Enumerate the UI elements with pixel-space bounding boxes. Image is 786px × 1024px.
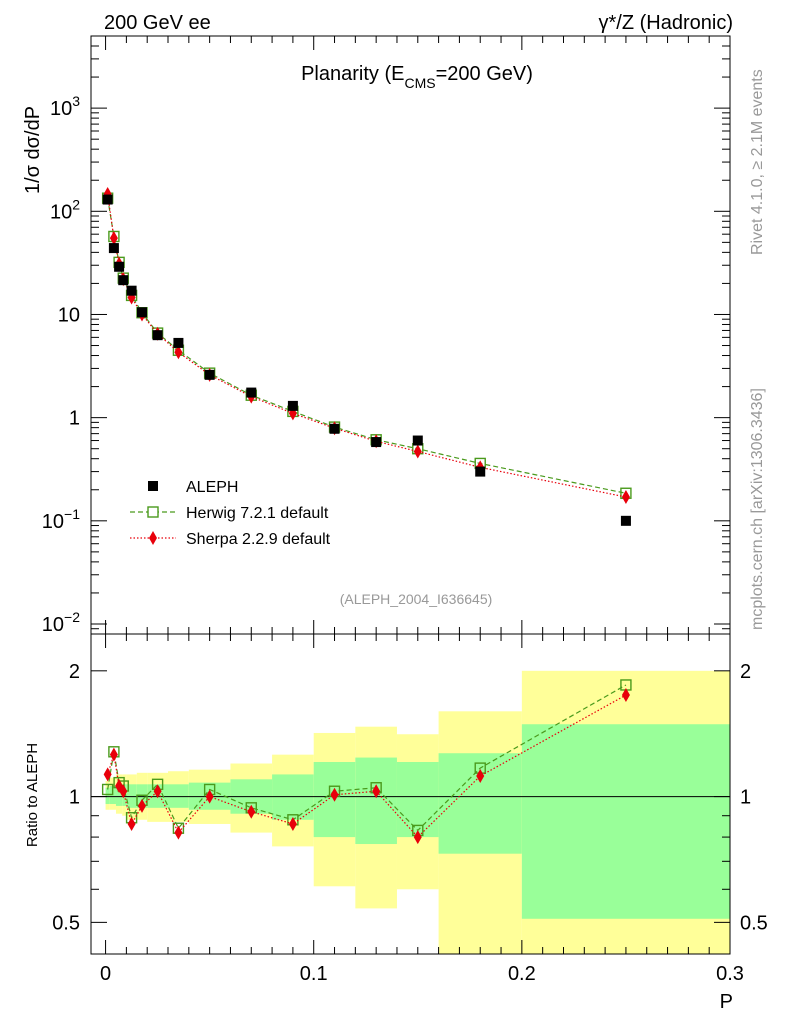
main-sherpa-point-1 xyxy=(109,231,118,246)
ratio-band-green-7 xyxy=(168,784,189,808)
main-y-tick-label-4: 10−1 xyxy=(42,506,80,533)
mcplots-label: mcplots.cern.ch [arXiv:1306.3436] xyxy=(749,388,766,630)
x-tick-label-2: 0.2 xyxy=(508,963,536,985)
main-aleph-point-15 xyxy=(620,515,631,526)
ratio-y-ticks: 2 2 1 1 0.5 0.5 xyxy=(52,661,768,935)
ratio-band-green-12 xyxy=(355,757,397,845)
main-aleph-point-5 xyxy=(136,307,147,318)
main-aleph-point-10 xyxy=(287,400,298,411)
ratio-series xyxy=(101,679,632,845)
ratio-sherpa-point-1 xyxy=(109,747,118,762)
main-y-tick-label-5: 10−2 xyxy=(42,609,80,636)
ratio-y-tick-label-left-2: 0.5 xyxy=(52,912,80,934)
ratio-sherpa-point-9 xyxy=(247,804,256,819)
legend-herwig-label: Herwig 7.2.1 default xyxy=(186,505,329,522)
main-plot-area xyxy=(91,36,730,634)
ratio-sherpa-point-10 xyxy=(288,816,297,831)
legend-item-sherpa: Sherpa 2.2.9 default xyxy=(130,531,331,548)
main-aleph-point-4 xyxy=(126,285,137,296)
legend: ALEPH Herwig 7.2.1 default Sherpa 2.2.9 … xyxy=(130,479,331,548)
main-aleph-point-11 xyxy=(329,423,340,434)
ratio-y-tick-label-right-1: 1 xyxy=(740,787,751,809)
ratio-uncertainty-bands xyxy=(105,670,730,954)
ratio-sherpa-point-15 xyxy=(621,688,630,703)
main-sherpa-point-15 xyxy=(621,490,630,505)
ratio-sherpa-point-3 xyxy=(119,784,128,799)
main-aleph-point-2 xyxy=(114,261,125,272)
ratio-sherpa-point-13 xyxy=(413,830,422,845)
legend-aleph-label: ALEPH xyxy=(186,479,238,496)
ratio-y-tick-label-left-0: 2 xyxy=(69,661,80,683)
ratio-sherpa-point-14 xyxy=(476,769,485,784)
ratio-band-green-10 xyxy=(272,774,314,820)
main-sherpa-point-7 xyxy=(174,345,183,360)
ratio-herwig-point-0 xyxy=(101,783,114,796)
ratio-frame xyxy=(90,633,731,955)
rivet-version-label: Rivet 4.1.0, ≥ 2.1M events xyxy=(749,69,766,255)
main-aleph-point-9 xyxy=(246,387,257,398)
ratio-sherpa-point-5 xyxy=(137,798,146,813)
main-title: Planarity (ECMS=200 GeV) xyxy=(301,63,533,91)
ratio-x-ticks: 0 0.1 0.2 0.3 xyxy=(100,634,744,985)
ratio-sherpa-point-12 xyxy=(372,784,381,799)
legend-item-aleph: ALEPH xyxy=(148,479,238,496)
ratio-band-green-4 xyxy=(126,784,137,808)
main-aleph-point-12 xyxy=(371,437,382,448)
legend-aleph-marker xyxy=(148,481,158,491)
x-axis-label: P xyxy=(720,991,733,1013)
legend-sherpa-marker xyxy=(149,531,157,545)
ratio-band-green-15 xyxy=(521,724,730,919)
main-aleph-point-3 xyxy=(118,275,129,286)
main-aleph-point-7 xyxy=(173,337,184,348)
main-aleph-point-0 xyxy=(102,194,113,205)
main-y-tick-label-0: 103 xyxy=(50,93,80,120)
main-aleph-point-13 xyxy=(412,435,423,446)
ratio-y-tick-label-left-1: 1 xyxy=(69,787,80,809)
legend-sherpa-label: Sherpa 2.2.9 default xyxy=(186,531,331,548)
ratio-band-green-13 xyxy=(396,762,439,838)
ratio-band-green-2 xyxy=(115,784,123,806)
ratio-band-green-0 xyxy=(105,787,110,805)
main-y-tick-label-2: 10 xyxy=(58,304,80,326)
ratio-sherpa-point-0 xyxy=(103,767,112,782)
ratio-y-tick-label-right-0: 2 xyxy=(740,661,751,683)
ratio-band-green-5 xyxy=(136,784,148,808)
header-left-label: 200 GeV ee xyxy=(104,12,211,34)
ratio-sherpa-point-6 xyxy=(153,784,162,799)
main-aleph-point-1 xyxy=(108,243,119,254)
ratio-y-axis-label: Ratio to ALEPH xyxy=(24,743,41,847)
main-series xyxy=(101,187,632,526)
main-y-tick-label-3: 1 xyxy=(69,408,80,430)
ratio-sherpa-point-11 xyxy=(330,787,339,802)
analysis-label: (ALEPH_2004_I636645) xyxy=(340,591,493,607)
main-aleph-point-6 xyxy=(152,330,163,341)
legend-item-herwig: Herwig 7.2.1 default xyxy=(130,505,329,522)
legend-herwig-marker xyxy=(147,506,159,518)
header-right-label: γ*/Z (Hadronic) xyxy=(599,12,733,34)
x-tick-label-0: 0 xyxy=(100,963,111,985)
ratio-sherpa-point-7 xyxy=(174,825,183,840)
main-aleph-point-8 xyxy=(204,369,215,380)
main-sherpa-point-13 xyxy=(413,444,422,459)
ratio-panel: 2 2 1 1 0.5 0.5 0 0.1 0.2 0.3 Ratio to ALEPH P xyxy=(24,633,768,1013)
main-y-tick-label-1: 102 xyxy=(50,196,80,223)
ratio-sherpa-point-4 xyxy=(127,816,136,831)
main-x-ticks xyxy=(105,36,731,634)
x-tick-label-1: 0.1 xyxy=(300,963,328,985)
main-aleph-point-14 xyxy=(475,466,486,477)
x-tick-label-3: 0.3 xyxy=(716,963,744,985)
ratio-y-tick-label-right-2: 0.5 xyxy=(740,912,768,934)
main-y-axis-label: 1/σ dσ/dP xyxy=(22,106,44,194)
ratio-sherpa-point-8 xyxy=(205,789,214,804)
